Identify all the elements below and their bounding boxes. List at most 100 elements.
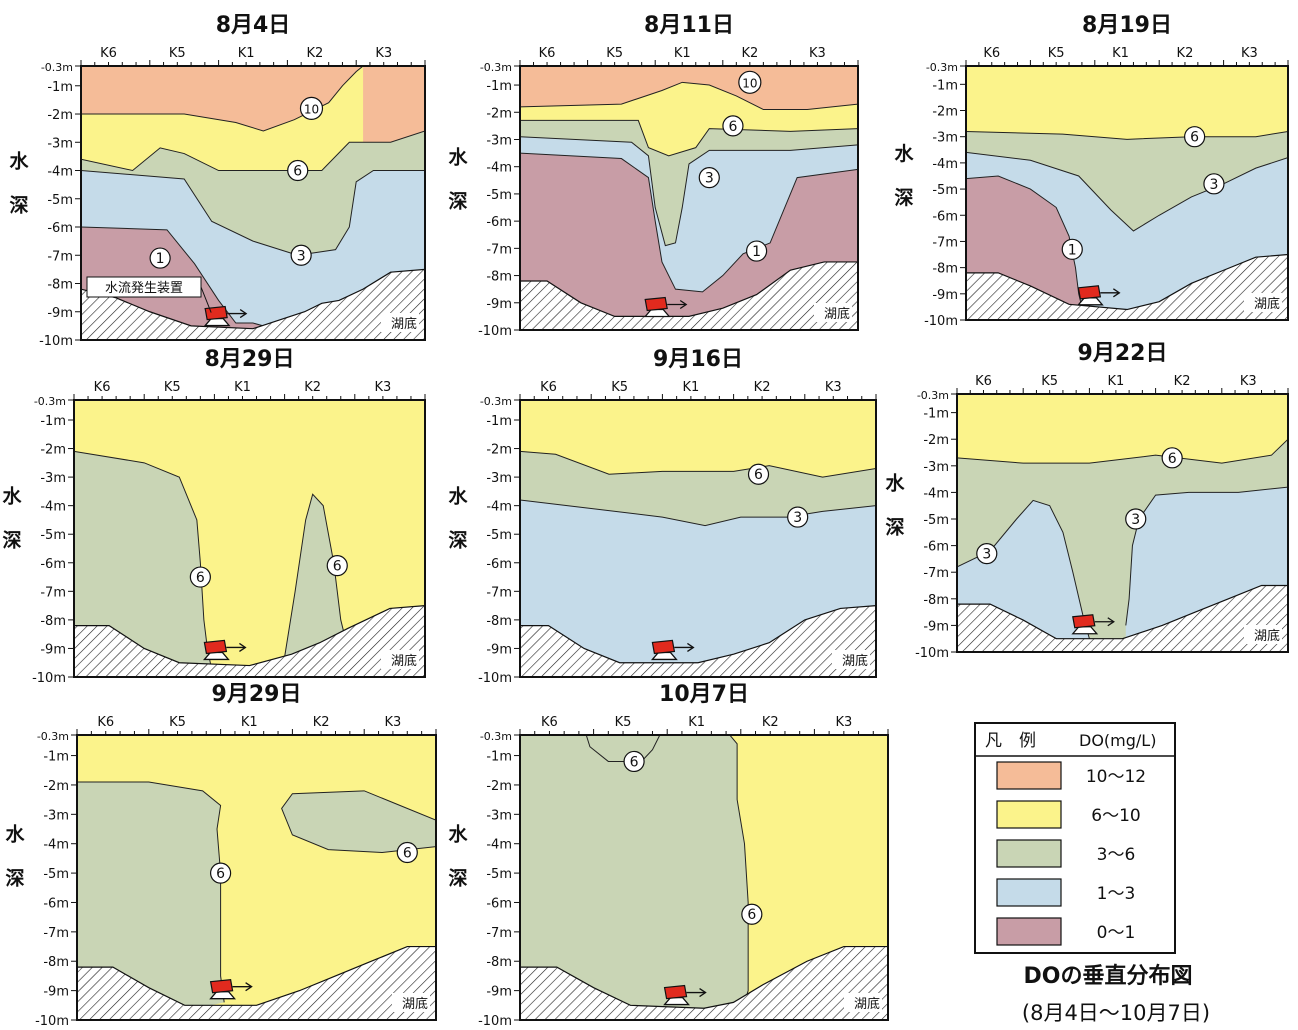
station-label: K3	[375, 46, 392, 61]
flow-generator-icon	[650, 639, 695, 661]
svg-text:3: 3	[705, 171, 714, 187]
panel-frame	[519, 734, 889, 1021]
svg-text:6: 6	[216, 866, 225, 882]
station-label: K5	[169, 46, 186, 61]
device-label: 水流発生装置	[105, 281, 183, 296]
contour-value-label: 1	[1061, 238, 1083, 260]
panel-frame	[519, 399, 877, 678]
station-label: K6	[94, 380, 111, 395]
depth-tick-label: -4m	[47, 165, 73, 180]
station-label: K2	[1177, 46, 1194, 61]
panel-title: 8月4日	[216, 13, 291, 38]
contour-value-label: 6	[1161, 447, 1183, 469]
do-panel: 湖底 10 6 3 1 K6 K5 K1 K2 K3 -0.3m -1m -2m -3m -4m -5m -6m…	[448, 13, 859, 339]
do-panel: 湖底 6 3 3 K6 K5 K1 K2 K3 -0.3m -1m -2m -3m -4m -5m -6m -7…	[885, 341, 1289, 661]
depth-tick-label: -1m	[486, 414, 512, 429]
depth-tick-label: -2m	[923, 433, 949, 448]
station-label: K3	[835, 715, 852, 730]
station-label: K1	[238, 46, 255, 61]
station-label: K1	[1112, 46, 1129, 61]
depth-tick-label: -4m	[923, 486, 949, 501]
legend-label: 0〜1	[1097, 923, 1136, 943]
depth-tick-label: -0.3m	[41, 61, 73, 74]
depth-tick-label: -6m	[923, 540, 949, 555]
station-label: K6	[100, 46, 117, 61]
figure-title: DOの垂直分布図	[1024, 963, 1193, 989]
depth-tick-label: -2m	[47, 108, 73, 123]
depth-tick-label: -8m	[47, 278, 73, 293]
svg-text:1: 1	[752, 244, 761, 260]
contour-value-label: 6	[741, 903, 763, 925]
band-fill	[520, 735, 749, 1020]
depth-tick-label: -10m	[39, 334, 73, 349]
svg-text:6: 6	[333, 559, 342, 575]
contour-value-label: 3	[1125, 508, 1147, 530]
station-label: K3	[385, 715, 402, 730]
depth-tick-label: -4m	[486, 500, 512, 515]
depth-tick-label: -6m	[47, 221, 73, 236]
contour-value-label: 3	[787, 506, 809, 528]
contour-value-label: 6	[210, 862, 232, 884]
contour-line	[520, 81, 858, 111]
svg-text:6: 6	[747, 907, 756, 923]
legend-entries: 10〜12 6〜10 3〜6 1〜3 0〜1	[996, 761, 1146, 946]
depth-tick-label: -6m	[43, 896, 69, 911]
svg-text:6: 6	[293, 164, 302, 180]
depth-tick-label: -8m	[40, 614, 66, 629]
depth-axis-label: 深	[448, 190, 467, 213]
do-panel: 湖底 水流発生装置 10 6 3 1 K6 K5 K1 K2 K3 -0.3m -1m -2m -3m -4m…	[9, 13, 426, 349]
depth-tick-label: -4m	[932, 157, 958, 172]
lakebed-label: 湖底	[402, 996, 428, 1012]
lakebed-hatch	[966, 253, 1288, 320]
svg-text:6: 6	[403, 846, 412, 862]
station-label: K5	[169, 715, 186, 730]
lakebed-hatch	[77, 945, 436, 1020]
legend-swatch	[996, 878, 1062, 907]
svg-text:1: 1	[1068, 242, 1077, 258]
depth-tick-label: -5m	[47, 193, 73, 208]
depth-tick-label: -0.3m	[480, 730, 512, 743]
depth-tick-label: -1m	[923, 407, 949, 422]
svg-text:3: 3	[1209, 177, 1218, 193]
depth-tick-label: -1m	[486, 79, 512, 94]
panel-frame	[519, 65, 859, 331]
station-label: K5	[611, 380, 628, 395]
depth-axis-label: 深	[448, 528, 467, 551]
svg-text:3: 3	[1131, 512, 1140, 528]
legend-swatch	[996, 761, 1062, 790]
contour-line	[520, 119, 858, 157]
depth-tick-label: -10m	[478, 1014, 512, 1029]
station-label: K5	[1041, 374, 1058, 389]
legend-header-col2: DO(mg/L)	[1079, 731, 1156, 750]
depth-tick-label: -9m	[486, 297, 512, 312]
contour-value-label: 10	[299, 96, 324, 120]
station-label: K1	[688, 715, 705, 730]
depth-axis-label: 水	[9, 150, 29, 172]
legend-label: 10〜12	[1086, 767, 1146, 787]
panel-frame	[76, 734, 437, 1021]
station-ticks	[519, 729, 889, 735]
contour-line	[1125, 486, 1288, 626]
depth-tick-label: -0.3m	[37, 730, 69, 743]
station-label: K5	[1048, 46, 1065, 61]
contour-line	[77, 781, 225, 1003]
lakebed-hatch	[520, 605, 876, 677]
flow-generator-icon	[643, 296, 688, 318]
station-label: K5	[615, 715, 632, 730]
panel-title: 9月29日	[212, 682, 302, 707]
svg-text:6: 6	[1168, 451, 1177, 467]
depth-tick-label: -5m	[486, 867, 512, 882]
depth-axis-label: 深	[2, 528, 21, 551]
svg-text:6: 6	[196, 570, 205, 586]
contour-line	[520, 499, 876, 527]
depth-tick-label: -8m	[486, 955, 512, 970]
depth-tick-label: -7m	[40, 585, 66, 600]
flow-generator-icon	[1071, 614, 1115, 635]
depth-axis-label: 深	[5, 866, 24, 889]
depth-axis-label: 深	[894, 186, 913, 209]
depth-tick-label: -1m	[47, 80, 73, 95]
depth-tick-label: -7m	[486, 242, 512, 257]
depth-tick-label: -3m	[932, 131, 958, 146]
depth-axis-label: 深	[448, 866, 467, 889]
station-ticks	[519, 394, 877, 400]
